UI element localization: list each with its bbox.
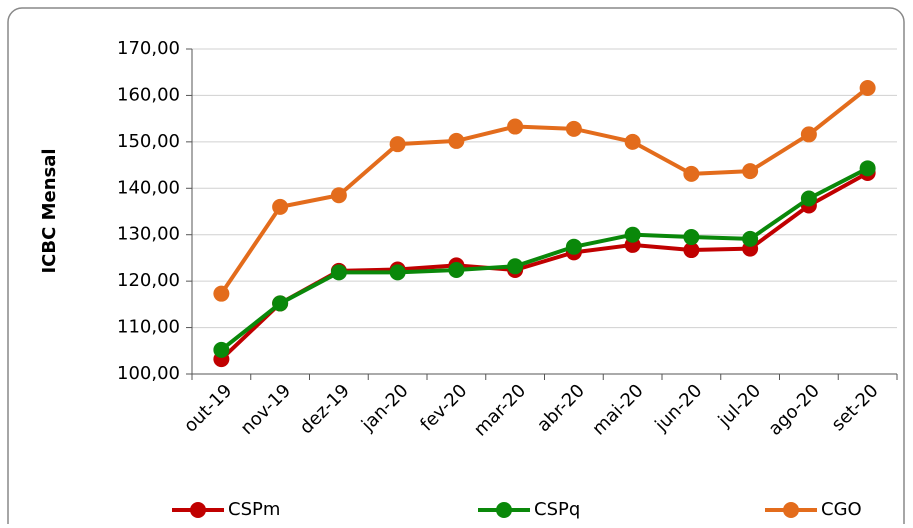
legend-label: CSPm xyxy=(228,499,280,520)
data-point xyxy=(389,136,406,153)
y-tick-label: 150,00 xyxy=(117,131,180,152)
data-point xyxy=(330,264,347,281)
data-point xyxy=(448,132,465,149)
y-tick-label: 110,00 xyxy=(117,317,180,338)
data-point xyxy=(272,198,289,215)
data-point xyxy=(330,187,347,204)
data-point xyxy=(624,226,641,243)
data-point xyxy=(272,295,289,312)
series-line xyxy=(220,166,869,352)
y-axis-label: ICBC Mensal xyxy=(39,148,60,273)
data-point xyxy=(859,80,876,96)
y-tick-label: 140,00 xyxy=(117,177,180,198)
data-point xyxy=(683,242,700,259)
legend-marker xyxy=(190,502,206,518)
data-point xyxy=(448,262,465,278)
y-tick-label: 170,00 xyxy=(117,38,180,59)
data-point xyxy=(742,230,759,247)
data-point xyxy=(624,133,641,150)
data-point xyxy=(213,285,230,302)
legend-label: CSPq xyxy=(534,499,580,520)
data-point xyxy=(213,341,230,358)
data-point xyxy=(565,238,582,255)
data-point xyxy=(742,163,759,180)
data-point xyxy=(389,264,406,281)
data-point xyxy=(800,190,817,207)
y-tick-label: 130,00 xyxy=(117,224,180,245)
legend-marker xyxy=(496,502,512,518)
data-point xyxy=(859,160,876,177)
legend-marker xyxy=(783,502,799,518)
series-line xyxy=(219,86,869,295)
legend-label: CGO xyxy=(821,499,862,520)
data-point xyxy=(683,229,700,246)
data-point xyxy=(565,120,582,137)
y-tick-label: 120,00 xyxy=(117,270,180,291)
data-point xyxy=(507,118,524,135)
y-tick-label: 160,00 xyxy=(117,84,180,105)
y-tick-label: 100,00 xyxy=(117,363,180,384)
data-point xyxy=(507,258,524,275)
data-point xyxy=(683,165,700,182)
data-point xyxy=(800,126,817,143)
